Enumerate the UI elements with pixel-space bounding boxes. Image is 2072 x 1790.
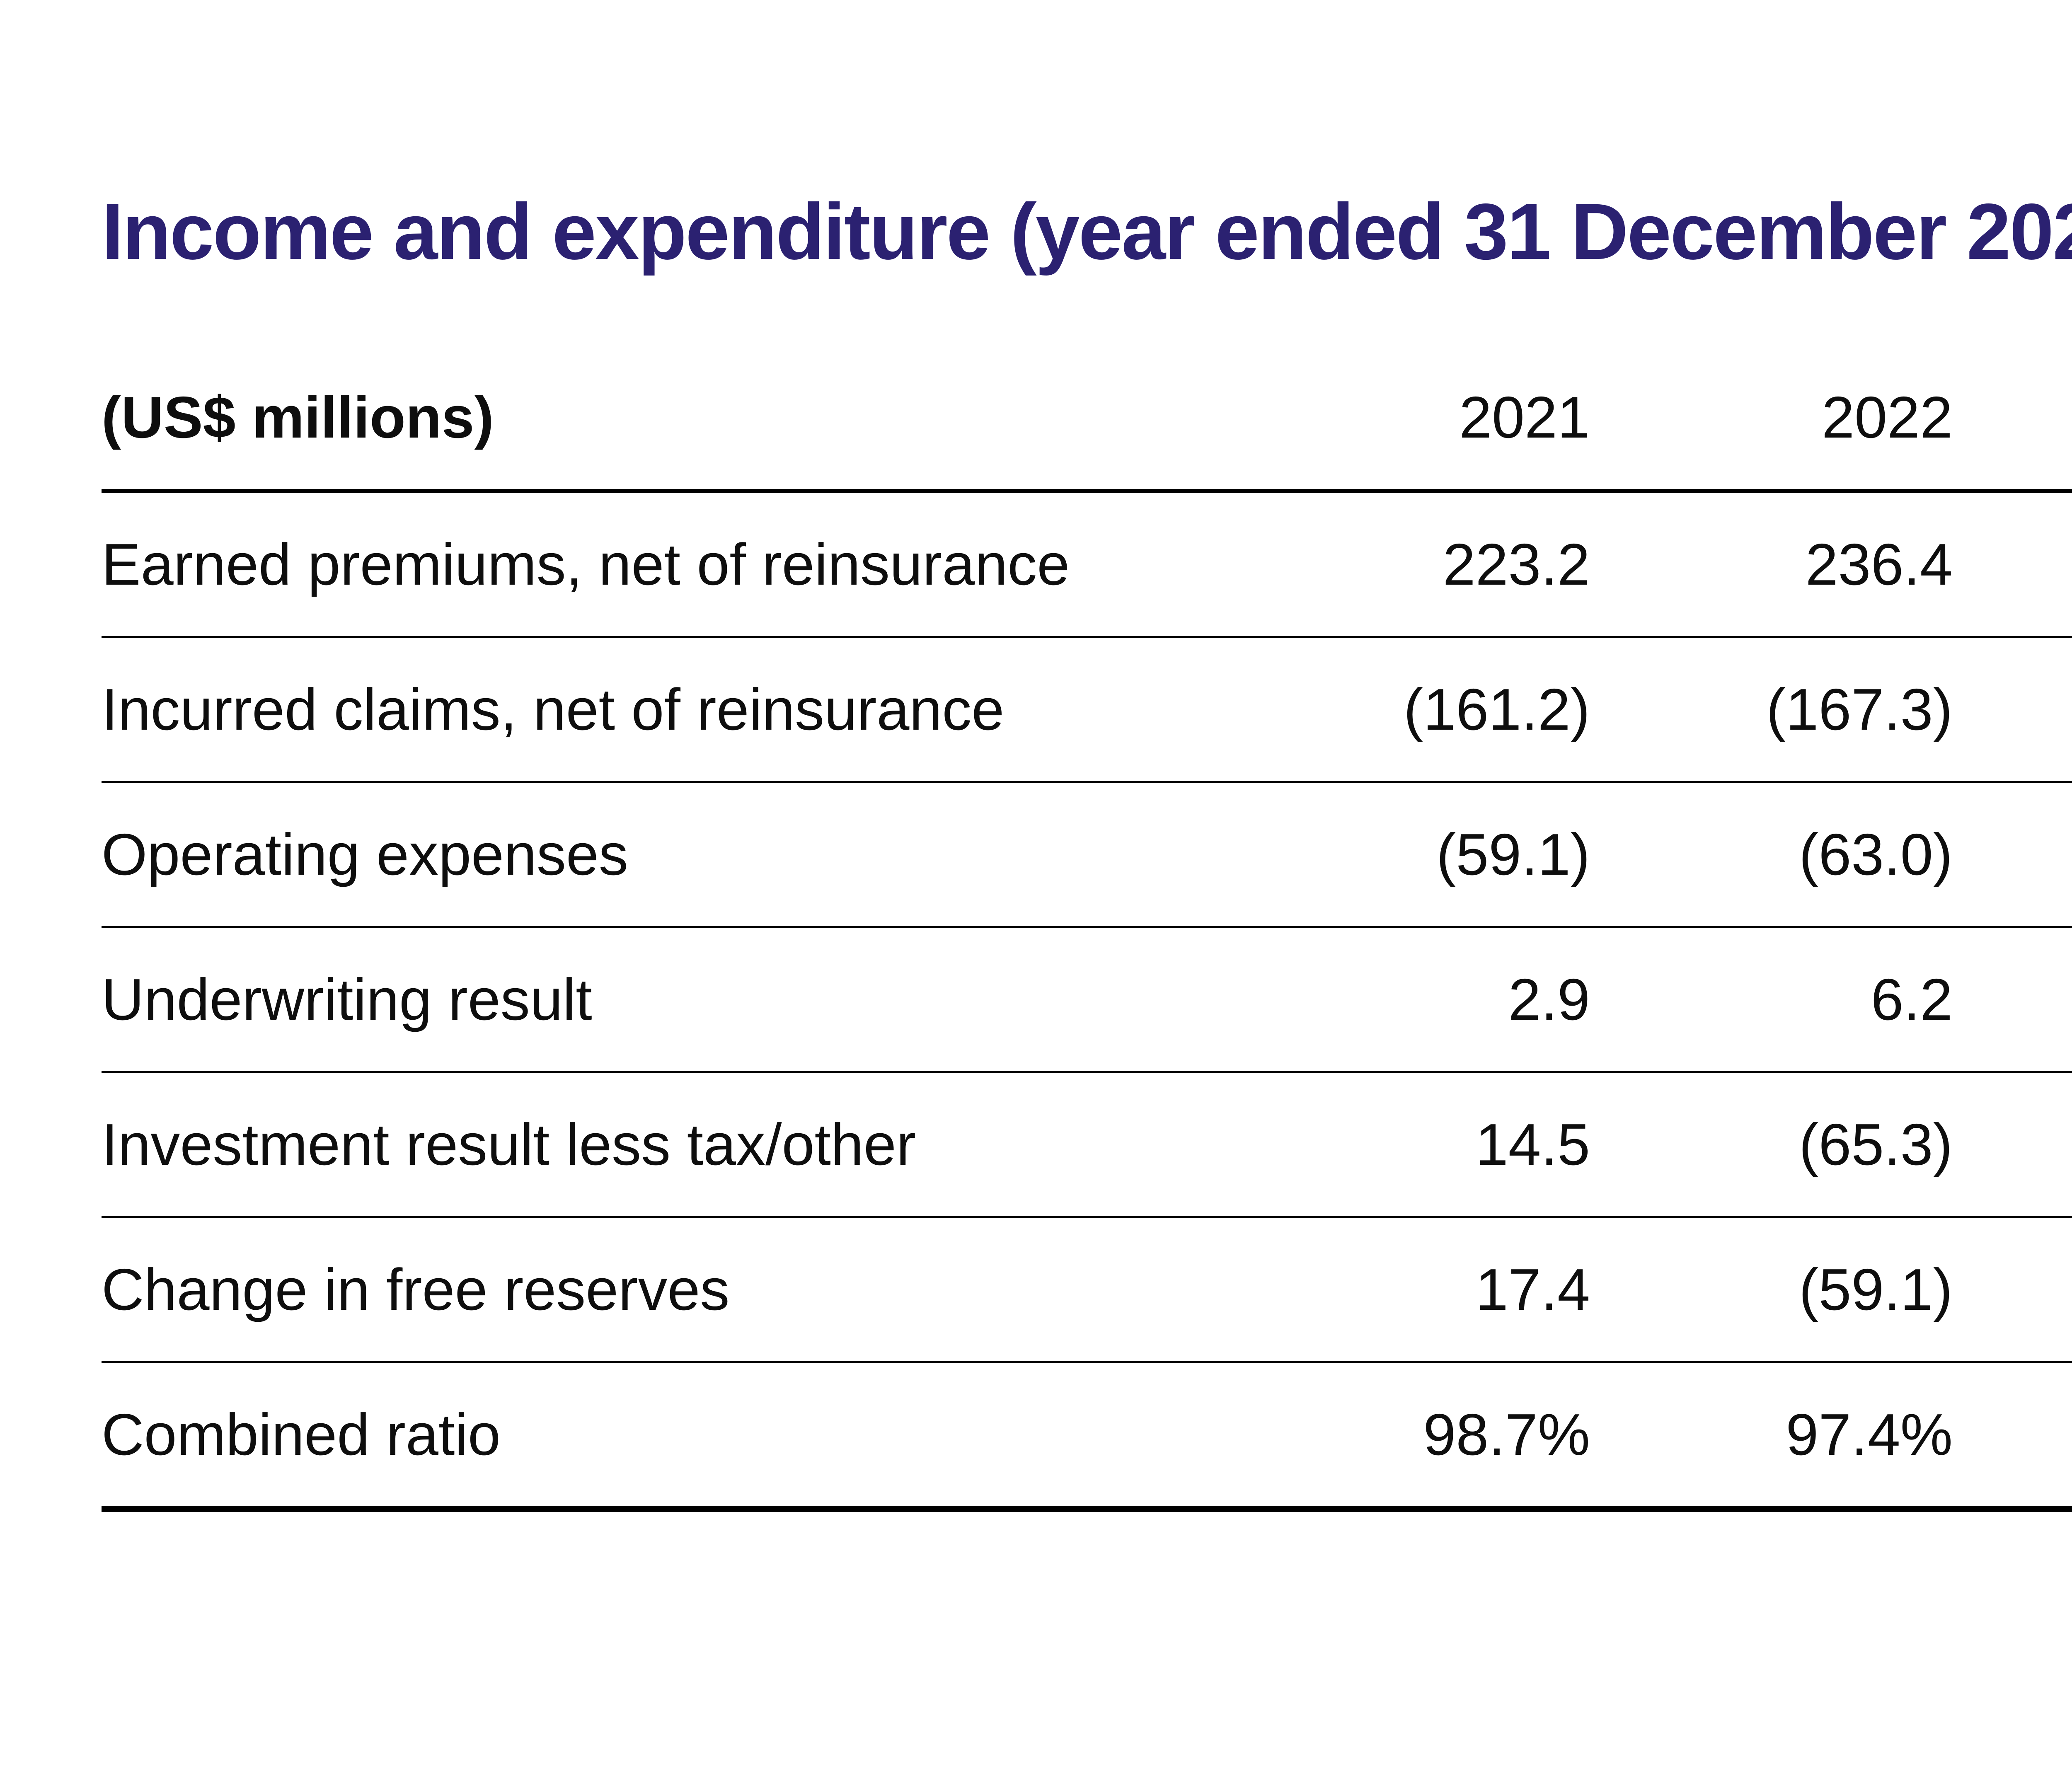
value-cell: (59.1) [1274, 782, 1637, 928]
value-cell: (173.8) [1999, 637, 2072, 783]
value-cell: 4.1 [1999, 927, 2072, 1073]
table-row: Underwriting result 2.9 6.2 4.1 3.2 1.0 [102, 927, 2072, 1073]
value-cell: (65.3) [1637, 1072, 1999, 1218]
value-cell: 17.4 [1274, 1217, 1637, 1363]
table-row: Investment result less tax/other 14.5 (6… [102, 1072, 2072, 1218]
value-cell: (71.0) [1999, 782, 2072, 928]
row-label: Combined ratio [102, 1362, 1274, 1512]
column-header-units: (US$ millions) [102, 346, 1274, 493]
value-cell: 14.5 [1274, 1072, 1637, 1218]
value-cell: (59.1) [1637, 1217, 1999, 1363]
row-label: Operating expenses [102, 782, 1274, 928]
value-cell: 2.9 [1274, 927, 1637, 1073]
value-cell: (63.0) [1637, 782, 1999, 928]
value-cell: 223.2 [1274, 491, 1637, 638]
row-label: Incurred claims, net of reinsurance [102, 637, 1274, 783]
column-header-2021: 2021 [1274, 346, 1637, 493]
row-label: Investment result less tax/other [102, 1072, 1274, 1218]
table-row: Combined ratio 98.7% 97.4% 98.4% 98.8% 9… [102, 1362, 2072, 1512]
value-cell: 248.9 [1999, 491, 2072, 638]
value-cell: 98.4% [1999, 1362, 2072, 1512]
table-row: Incurred claims, net of reinsurance (161… [102, 637, 2072, 783]
value-cell: 236.4 [1637, 491, 1999, 638]
value-cell: 98.7% [1274, 1362, 1637, 1512]
column-header-2023: 2023 [1999, 346, 2072, 493]
row-label: Change in free reserves [102, 1217, 1274, 1363]
table-row: Operating expenses (59.1) (63.0) (71.0) … [102, 782, 2072, 928]
value-cell: 69.5 [1999, 1217, 2072, 1363]
table-row: Change in free reserves 17.4 (59.1) 69.5… [102, 1217, 2072, 1363]
row-label: Earned premiums, net of reinsurance [102, 491, 1274, 638]
value-cell: 6.2 [1637, 927, 1999, 1073]
value-cell: 97.4% [1637, 1362, 1999, 1512]
table-row: Earned premiums, net of reinsurance 223.… [102, 491, 2072, 638]
row-label: Underwriting result [102, 927, 1274, 1073]
value-cell: (167.3) [1637, 637, 1999, 783]
value-cell: 65.4 [1999, 1072, 2072, 1218]
income-expenditure-table: (US$ millions) 2021 2022 2023 2024 2025 … [102, 346, 2072, 1512]
column-header-2022: 2022 [1637, 346, 1999, 493]
header-row: (US$ millions) 2021 2022 2023 2024 2025 [102, 346, 2072, 493]
value-cell: (161.2) [1274, 637, 1637, 783]
page-title: Income and expenditure (year ended 31 De… [102, 187, 2072, 276]
